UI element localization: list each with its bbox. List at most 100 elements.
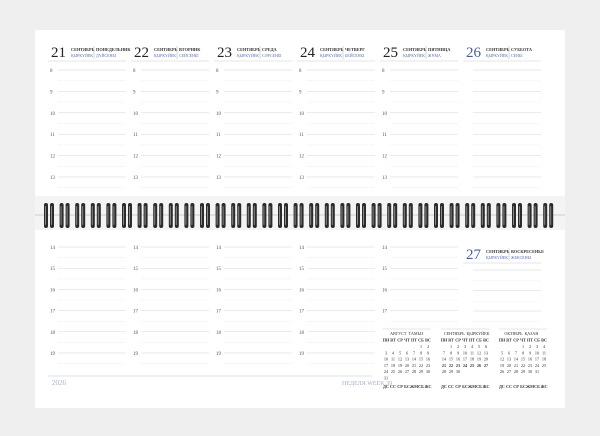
spiral-shine	[138, 206, 140, 225]
day-number: 27	[466, 247, 482, 263]
hour-label: 11	[50, 133, 55, 138]
weekday-head: ПТ	[469, 338, 475, 343]
weekday-kz: СӘРСЕНБІ	[262, 53, 282, 58]
hour-label: 10	[299, 112, 305, 117]
calendar-day: 5	[501, 350, 503, 355]
hour-label: 12	[382, 155, 388, 160]
calendar-day: 22	[449, 363, 453, 368]
weekday: ВТОРНИК	[179, 47, 201, 52]
calendar-day: 17	[463, 357, 467, 362]
spiral-shine	[191, 206, 193, 225]
weekday-head: ПН	[441, 338, 448, 343]
calendar-day: 4	[392, 350, 395, 355]
hour-label: 11	[216, 133, 221, 138]
calendar-day: 14	[514, 357, 519, 362]
calendar-day: 9	[529, 350, 531, 355]
spiral-shine	[216, 206, 218, 225]
weekday-head: СР	[397, 338, 403, 343]
calendar-month: ОКТЯБРЬ	[504, 331, 523, 336]
weekday: СУББОТА	[511, 47, 533, 52]
calendar-day: 6	[406, 350, 408, 355]
spiral-shine	[107, 206, 109, 225]
spiral-shine	[372, 206, 374, 225]
weekday-kz-head: СБ	[476, 384, 482, 389]
calendar-day: 3	[464, 344, 466, 349]
calendar-day: 22	[521, 363, 525, 368]
calendar-day: 28	[442, 369, 446, 374]
calendar-day: 27	[484, 363, 488, 368]
spiral-shine	[456, 206, 458, 225]
spiral-shine	[269, 206, 271, 225]
spiral-shine	[487, 206, 489, 225]
hour-label: 16	[50, 288, 56, 293]
calendar-day: 5	[478, 344, 480, 349]
weekday-head: ПТ	[411, 338, 417, 343]
hour-label: 9	[299, 90, 302, 95]
calendar-day: 30	[528, 369, 532, 374]
month-kz: ҚЫРКҮЙЕК	[403, 53, 425, 58]
weekday-head: СР	[455, 338, 461, 343]
spiral-shine	[519, 206, 520, 225]
calendar-day: 24	[384, 369, 389, 374]
weekday-kz-head: ДС	[441, 384, 447, 389]
month: СЕНТЯБРЬ	[486, 47, 510, 52]
spiral-shine	[247, 206, 249, 225]
weekday-head: ВС	[541, 338, 547, 343]
spiral-shine	[144, 206, 146, 225]
weekday-head: СБ	[476, 338, 482, 343]
weekday: СРЕДА	[262, 47, 278, 52]
hour-label: 18	[133, 331, 139, 336]
spiral-shine	[201, 206, 202, 225]
weekday-kz: СЕЙСЕНБІ	[179, 53, 199, 58]
month: СЕНТЯБРЬ	[320, 47, 344, 52]
calendar-day: 5	[399, 350, 401, 355]
hour-label: 14	[216, 246, 222, 251]
spiral-shine	[123, 206, 124, 225]
hour-label: 14	[133, 246, 139, 251]
spiral-shine	[394, 206, 396, 225]
hour-label: 17	[299, 310, 305, 315]
hour-label: 9	[133, 90, 136, 95]
calendar-day: 12	[398, 357, 402, 362]
calendar-day: 11	[391, 357, 395, 362]
hour-label: 13	[50, 176, 56, 181]
weekday-kz: СЕНБІ	[511, 53, 523, 58]
calendar-day: 31	[384, 376, 388, 381]
hour-label: 16	[299, 288, 305, 293]
weekday-head: ЧТ	[520, 338, 526, 343]
footer-week: НЕДЕЛЯ WEEK 39	[342, 381, 392, 387]
hour-label: 14	[299, 246, 305, 251]
spiral-shine	[435, 206, 436, 225]
calendar-day: 2	[457, 344, 459, 349]
calendar-day: 8	[450, 350, 452, 355]
spiral-shine	[51, 206, 52, 225]
weekday-kz-head: ЖМ	[410, 384, 418, 389]
hour-label: 16	[382, 288, 388, 293]
month: СЕНТЯБРЬ	[237, 47, 261, 52]
spiral-shine	[185, 206, 187, 225]
spiral-shine	[160, 206, 162, 225]
spiral-shine	[466, 206, 468, 225]
spiral-shine	[91, 206, 93, 225]
hour-label: 18	[50, 331, 56, 336]
spiral-shine	[331, 206, 333, 225]
spiral-shine	[294, 206, 296, 225]
calendar-day: 29	[449, 369, 453, 374]
spiral-shine	[513, 206, 514, 225]
month-kz: ҚЫРКҮЙЕК	[320, 53, 342, 58]
calendar-day: 13	[484, 350, 488, 355]
weekday-head: ПН	[383, 338, 390, 343]
month-kz: ҚЫРКҮЙЕК	[237, 53, 259, 58]
hour-label: 8	[216, 69, 219, 74]
weekday-kz-head: СБ	[418, 384, 424, 389]
calendar-day: 16	[528, 357, 532, 362]
hour-label: 13	[216, 176, 222, 181]
spiral-shine	[300, 206, 302, 225]
weekday-kz-head: СС	[506, 384, 512, 389]
calendar-day: 24	[535, 363, 540, 368]
month: СЕНТЯБРЬ	[403, 47, 427, 52]
weekday-kz-head: СС	[448, 384, 454, 389]
calendar-day: 13	[507, 357, 511, 362]
weekday-kz-head: ЖС	[540, 384, 547, 389]
